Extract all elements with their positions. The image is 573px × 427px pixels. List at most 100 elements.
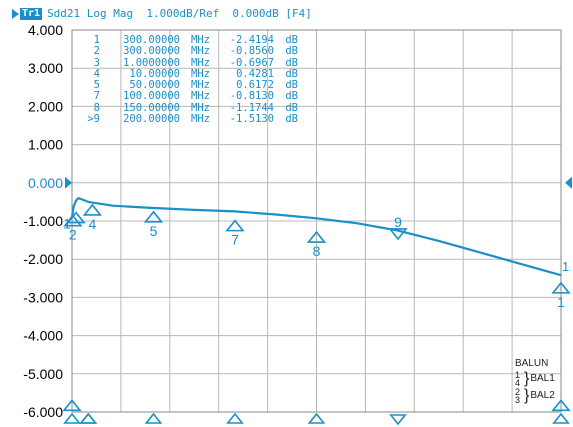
marker-id: 3 (93, 56, 100, 69)
marker-db: dB (285, 34, 298, 46)
active-trace-arrow-icon (12, 9, 19, 19)
marker-value: -0.8560 (229, 45, 274, 58)
corner-marker-icon (62, 399, 82, 412)
trace-end-label: 1 (562, 259, 569, 274)
marker-label: 8 (313, 243, 321, 259)
y-tick-label: -3.000 (23, 289, 63, 305)
bottom-marker-icon (79, 412, 98, 424)
marker-label: 4 (88, 216, 96, 232)
marker-db: dB (285, 79, 298, 92)
marker-value: -0.8130 (229, 90, 274, 103)
marker-unit: MHz (191, 45, 210, 58)
marker-value: 0.6172 (236, 79, 274, 92)
marker-value: -1.1744 (229, 101, 274, 114)
marker-label: 9 (394, 214, 402, 230)
marker-freq: 10.00000 (129, 67, 180, 80)
marker-unit: MHz (191, 101, 210, 114)
marker-label: 2 (69, 227, 77, 243)
marker-table: 1 300.00000 MHz -2.4194 dB 2 300.00000 MHz -0.85… (80, 34, 298, 126)
marker-freq: 1.0000000 (123, 56, 180, 69)
marker-freq: 300.00000 (123, 45, 180, 58)
marker-freq: 300.00000 (123, 34, 180, 46)
ref-level-left-arrow-icon (65, 176, 72, 189)
marker-freq: 150.00000 (123, 101, 180, 114)
marker-id: 8 (93, 101, 100, 114)
marker-unit: MHz (191, 113, 210, 126)
marker-value: -2.4194 (229, 34, 274, 46)
marker-triangle-icon (306, 230, 327, 243)
marker-id: >9 (87, 113, 100, 126)
marker-triangle-icon (551, 281, 571, 294)
marker-unit: MHz (191, 56, 210, 69)
marker-row: 2 300.00000 MHz -0.8560 dB (80, 45, 298, 58)
marker-id: 1 (93, 34, 100, 46)
marker-label: 7 (231, 232, 239, 248)
balun-port: 4 (515, 378, 521, 388)
marker-value: 0.4281 (236, 67, 274, 80)
bottom-marker-icon (307, 412, 326, 424)
balun-group-label: BAL2 (530, 390, 555, 401)
y-tick-label: -2.000 (23, 251, 63, 267)
y-tick-label: 2.000 (28, 98, 63, 114)
marker-db: dB (285, 67, 298, 80)
balun-port: 2 (515, 387, 521, 397)
balun-group: 2 3 } BAL2 (515, 387, 555, 405)
balun-group-label: BAL1 (530, 373, 555, 384)
marker-row: 1 300.00000 MHz -2.4194 dB (80, 34, 298, 46)
balun-title: BALUN (515, 358, 549, 369)
y-tick-label: 1.000 (28, 137, 63, 153)
marker-row: 7 100.00000 MHz -0.8130 dB (80, 90, 298, 103)
balun-legend: BALUN 1 4 } BAL1 2 3 } BAL2 (515, 358, 555, 405)
y-tick-label: -4.000 (23, 328, 63, 344)
marker-unit: MHz (191, 90, 210, 103)
marker-triangle-icon (388, 228, 408, 241)
ref-level-right-arrow-icon (565, 176, 572, 189)
marker-unit: MHz (191, 67, 210, 80)
marker-db: dB (285, 45, 298, 58)
marker-db: dB (285, 90, 298, 103)
marker-triangle-icon (225, 219, 245, 232)
y-tick-label: 3.000 (28, 60, 63, 76)
y-tick-label: -6.000 (23, 404, 63, 420)
marker-label: 1 (63, 216, 71, 232)
bottom-marker-icon (226, 412, 244, 424)
marker-value: -0.6967 (229, 56, 274, 69)
marker-unit: MHz (191, 34, 210, 46)
marker-freq: 50.00000 (129, 79, 180, 92)
trace-badge[interactable]: Tr1 (20, 8, 43, 20)
balun-port: 1 (515, 370, 521, 380)
marker-freq: 200.00000 (123, 113, 180, 126)
marker-id: 2 (93, 45, 100, 58)
balun-port: 3 (515, 395, 521, 405)
brace-icon: } (524, 387, 530, 404)
marker-db: dB (285, 56, 298, 69)
y-tick-label: 0.000 (28, 175, 63, 191)
corner-marker-icon (551, 399, 571, 412)
marker-db: dB (285, 113, 298, 126)
balun-group: 1 4 } BAL1 (515, 370, 555, 388)
bottom-marker-icon (144, 412, 163, 424)
plot-frame (71, 29, 562, 413)
marker-row: 3 1.0000000 MHz -0.6967 dB (80, 56, 298, 69)
marker-db: dB (285, 101, 298, 114)
marker-unit: MHz (191, 79, 210, 92)
marker-triangle-icon (143, 210, 164, 223)
y-tick-label: 4.000 (28, 22, 63, 38)
marker-id: 5 (93, 79, 100, 92)
marker-label: 5 (150, 223, 158, 239)
marker-value: -1.5130 (229, 113, 274, 126)
marker-label: 1 (557, 294, 565, 310)
bottom-marker-icon (63, 412, 81, 424)
bottom-marker-icon (552, 412, 570, 424)
marker-freq: 100.00000 (123, 90, 180, 103)
trace-header: Tr1 Sdd21 Log Mag 1.000dB/Ref 0.000dB [F… (0, 0, 573, 22)
trace-line (70, 197, 562, 277)
y-tick-label: -1.000 (23, 213, 63, 229)
marker-row: 4 10.00000 MHz 0.4281 dB (80, 67, 298, 80)
marker-id: 7 (93, 90, 100, 103)
marker-triangle-icon (66, 211, 86, 224)
marker-row: 8 150.00000 MHz -1.1744 dB (80, 101, 298, 114)
marker-triangle-icon (82, 203, 103, 216)
marker-row: >9 200.00000 MHz -1.5130 dB (80, 113, 298, 126)
